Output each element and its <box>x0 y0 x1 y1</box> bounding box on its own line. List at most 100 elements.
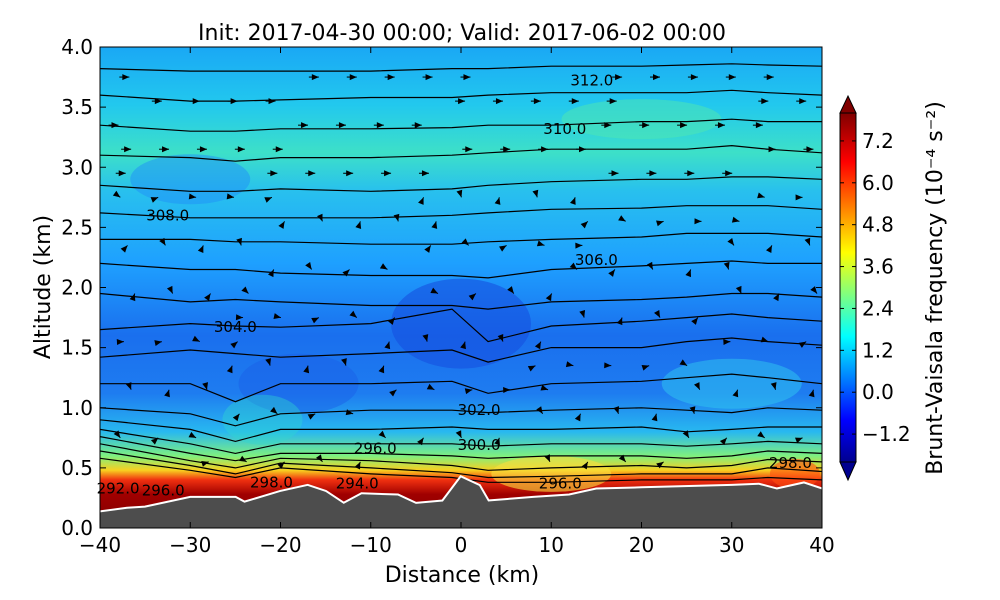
contour-line <box>100 232 822 245</box>
wind-arrow <box>196 146 207 153</box>
contour-label: 300.0 <box>458 436 501 454</box>
colorbar-tick-label: 6.0 <box>862 171 894 195</box>
wind-arrow <box>424 245 432 253</box>
chart-title: Init: 2017-04-30 00:00; Valid: 2017-06-0… <box>198 21 726 46</box>
y-tick-label: 0.5 <box>61 456 93 480</box>
wind-arrow <box>575 146 586 153</box>
wind-arrow-head <box>226 365 233 374</box>
wind-arrow-head <box>732 389 739 398</box>
wind-arrow <box>345 409 354 416</box>
wind-arrow-head <box>727 238 735 246</box>
contour-line <box>100 450 822 479</box>
wind-arrow-head <box>464 388 473 395</box>
wind-arrow-head <box>204 293 211 301</box>
wind-arrow-head <box>278 221 285 229</box>
wind-arrow-head <box>578 146 586 153</box>
wind-arrow-head <box>465 146 473 153</box>
wind-arrow-head <box>230 341 238 349</box>
wind-arrow <box>532 189 539 198</box>
wind-arrow <box>201 460 209 467</box>
wind-arrow <box>341 358 347 366</box>
colorbar-tick-label: −1.2 <box>862 422 911 446</box>
wind-arrow <box>492 98 503 105</box>
wind-arrow-head <box>608 269 615 277</box>
wind-arrow-head <box>810 286 818 294</box>
wind-arrow <box>646 170 657 177</box>
colorbar-extend-max <box>839 94 857 114</box>
wind-arrow <box>226 365 233 374</box>
wind-arrow <box>159 146 170 153</box>
wind-arrow <box>204 293 211 301</box>
wind-arrow <box>691 317 699 325</box>
wind-arrow-head <box>804 237 811 246</box>
wind-arrow-head <box>154 98 162 105</box>
wind-arrow-head <box>570 197 576 205</box>
wind-arrow-head <box>430 287 438 294</box>
wind-arrow-head <box>417 437 424 446</box>
colorbar-label: Brunt-Vaisala frequency (10⁻⁴ s⁻²) <box>923 101 948 475</box>
wind-arrow <box>164 389 170 398</box>
wind-arrow <box>757 431 765 439</box>
wind-arrow <box>606 98 617 105</box>
wind-arrow-head <box>264 197 272 203</box>
wind-arrow <box>507 286 515 294</box>
wind-arrow-head <box>270 406 278 414</box>
wind-arrow-head <box>656 461 664 469</box>
wind-arrow-head <box>342 269 350 277</box>
wind-arrow <box>538 146 549 153</box>
wind-arrow-head <box>689 406 696 414</box>
wind-arrow <box>166 285 174 294</box>
wind-arrow <box>311 317 320 324</box>
contour-label: 298.0 <box>769 454 812 472</box>
contour-line <box>100 144 822 162</box>
wind-arrow-head <box>494 197 501 205</box>
wind-arrow <box>770 382 777 390</box>
wind-arrow <box>765 146 776 153</box>
contour-line <box>100 205 822 219</box>
wind-arrow-head <box>735 285 742 294</box>
wind-arrow-head <box>268 269 274 278</box>
field-feature <box>391 278 531 369</box>
wind-arrow-head <box>679 359 688 366</box>
wind-arrow <box>316 454 323 463</box>
contour-label: 310.0 <box>543 120 586 138</box>
wind-arrow <box>527 365 536 372</box>
wind-arrow-head <box>694 218 702 225</box>
wind-arrow <box>544 454 551 463</box>
wind-arrow-head <box>571 98 579 105</box>
wind-arrow <box>189 98 200 105</box>
wind-arrow <box>536 240 545 247</box>
wind-arrow <box>305 170 316 177</box>
wind-arrow-head <box>311 317 319 324</box>
wind-arrow-head <box>682 430 689 438</box>
wind-arrow-head <box>646 261 653 270</box>
wind-arrow <box>641 364 650 371</box>
wind-arrow <box>460 74 471 81</box>
wind-arrow-head <box>188 193 197 200</box>
wind-arrow <box>677 122 688 129</box>
wind-arrow <box>267 170 278 177</box>
wind-arrow <box>188 193 197 200</box>
wind-arrow <box>530 98 541 105</box>
wind-arrow <box>694 218 702 225</box>
wind-arrow <box>119 74 130 81</box>
wind-arrow-head <box>541 146 549 153</box>
wind-arrow <box>113 430 121 439</box>
contour-line <box>100 407 822 427</box>
wind-arrow <box>462 146 473 153</box>
contour-line <box>100 308 822 343</box>
contour-label: 296.0 <box>354 439 397 457</box>
contour-line <box>100 443 822 471</box>
wind-arrow <box>150 196 159 203</box>
wind-arrow <box>687 74 698 81</box>
wind-arrow-head <box>384 170 392 177</box>
wind-arrow-head <box>687 170 695 177</box>
wind-arrow <box>227 98 238 105</box>
wind-arrow <box>612 74 623 81</box>
wind-arrow <box>684 170 695 177</box>
wind-arrow-head <box>192 335 200 342</box>
wind-arrow <box>639 122 650 129</box>
wind-arrow <box>534 341 542 350</box>
contour-line <box>100 457 822 483</box>
wind-arrow-head <box>728 74 736 81</box>
